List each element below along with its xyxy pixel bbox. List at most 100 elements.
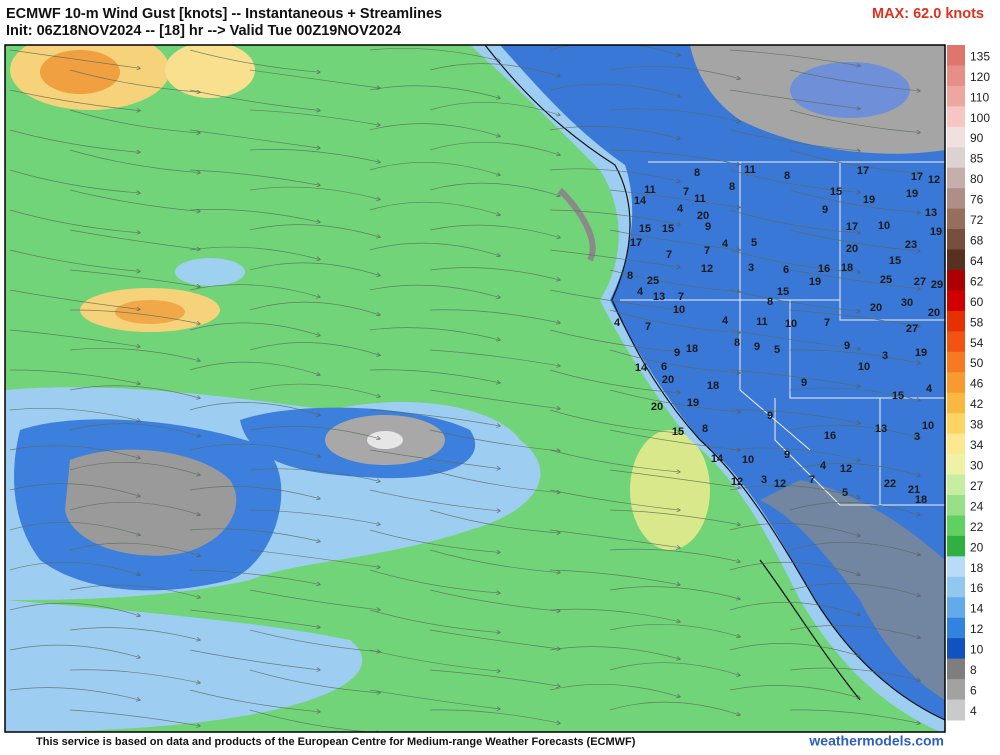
station-label: 30 [901,297,913,309]
streamline [609,189,740,207]
station-label: 19 [863,194,875,206]
streamline [369,449,500,469]
streamline [249,69,380,88]
streamline [369,242,500,256]
colorbar-label: 50 [970,356,984,370]
station-label: 16 [824,430,836,442]
station-label: 18 [841,262,853,274]
station-label: 7 [683,186,689,198]
streamline [429,549,560,573]
station-label: 4 [926,383,933,395]
streamline [249,383,380,397]
station-label: 19 [930,226,942,238]
colorbar-label: 64 [970,254,984,268]
streamline [609,701,740,715]
streamline [549,449,680,472]
streamline [9,249,140,271]
station-label: 9 [784,449,790,461]
streamline [189,486,320,498]
station-label: 13 [653,291,665,303]
streamline [429,509,560,533]
colorbar-swatch [947,331,965,353]
station-label: 29 [931,279,943,291]
streamline [189,129,320,148]
streamline [369,609,500,633]
streamline [9,602,140,616]
station-label: 12 [840,463,852,475]
streamline [189,209,320,222]
streamline [789,189,920,213]
streamline [549,409,680,433]
colorbar-swatch [947,495,965,516]
streamline [549,329,680,352]
gust-area [115,300,185,324]
station-label: 8 [734,337,740,349]
station-label: 27 [914,276,926,288]
station-label: 12 [731,476,743,488]
station-label: 12 [928,174,940,186]
station-label: 9 [822,204,828,216]
streamline [729,685,860,698]
station-label: 13 [875,423,887,435]
station-label: 18 [915,494,927,506]
station-label: 9 [705,221,711,233]
streamline [189,609,320,627]
station-label: 11 [744,164,756,176]
colorbar-label: 12 [970,622,984,636]
colorbar-swatch [947,556,965,578]
colorbar-swatch [947,658,965,680]
streamline [609,662,740,676]
streamline [549,126,680,138]
streamline [249,468,380,482]
streamline [429,224,560,238]
streamline [549,289,680,310]
station-label: 11 [756,316,768,328]
streamline [429,589,560,611]
colorbar-label: 110 [970,90,989,104]
streamline [369,161,500,175]
streamline [789,387,920,400]
station-label: 11 [644,184,656,196]
streamline [69,542,200,556]
station-label: 7 [678,291,684,303]
colorbar-swatch [947,126,965,148]
colorbar-swatch [947,535,965,557]
station-label: 20 [870,302,882,314]
station-label: 7 [645,321,651,333]
station-label: 10 [742,454,754,466]
streamline [9,129,140,152]
streamline [369,369,500,383]
streamline [69,584,200,598]
streamline [9,49,140,68]
streamline [69,669,200,683]
station-label: 15 [889,255,901,267]
station-label: 4 [820,460,827,472]
streamline [609,548,740,562]
station-label: 27 [906,323,918,335]
streamline [729,209,860,233]
colorbar-label: 54 [970,336,984,350]
streamline [249,301,380,315]
station-label: 3 [882,350,888,362]
colorbar-swatch [947,372,965,394]
station-label: 10 [673,304,685,316]
streamline [69,309,200,324]
streamline [69,423,200,437]
station-label: 3 [914,431,920,443]
station-label: 18 [707,380,719,392]
streamline [609,349,740,373]
colorbar-swatch [947,290,965,312]
colorbar-label: 46 [970,377,984,391]
station-label: 20 [662,374,674,386]
colorbar-label: 6 [970,683,977,697]
station-label: 17 [630,237,642,249]
station-label: 16 [818,263,830,275]
streamline [609,309,740,333]
streamline [429,267,560,280]
colorbar-label: 76 [970,193,984,207]
colorbar-swatch [947,638,965,660]
station-label: 12 [774,478,786,490]
streamline [789,425,920,438]
